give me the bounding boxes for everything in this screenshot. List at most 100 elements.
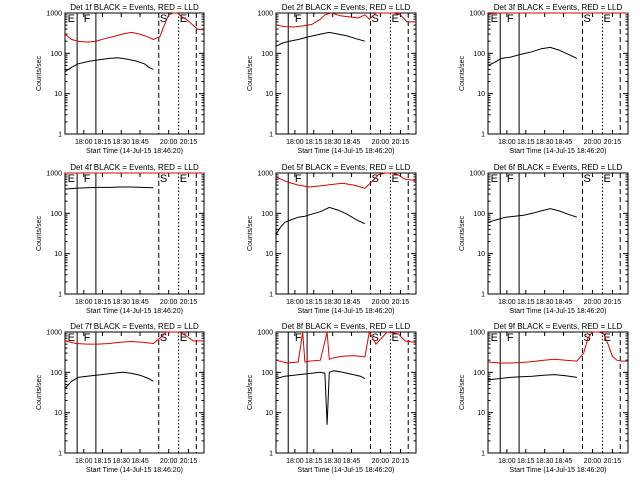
y-tick-label: 100 bbox=[50, 211, 62, 218]
events-series-line bbox=[64, 57, 154, 73]
plot-frame bbox=[487, 12, 629, 135]
y-tick-label: 10 bbox=[265, 251, 273, 258]
event-marker-label: E bbox=[68, 173, 75, 185]
x-tick-label: 18:30 bbox=[112, 458, 130, 465]
x-tick-label: 18:15 bbox=[517, 299, 535, 306]
x-tick-label: 20:15 bbox=[180, 299, 198, 306]
x-tick-label: 18:00 bbox=[286, 139, 304, 146]
lld-series-line bbox=[487, 331, 628, 364]
y-axis-label: Counts/sec bbox=[36, 374, 43, 410]
x-tick-label: 18:15 bbox=[305, 139, 323, 146]
x-tick-label: 18:45 bbox=[343, 139, 361, 146]
detector-panel: Det 7f BLACK = Events, RED = LLD 1 10 100 10… bbox=[36, 322, 205, 474]
y-tick-label: 1 bbox=[481, 132, 485, 139]
x-tick-label: 20:00 bbox=[584, 458, 602, 465]
x-tick-label: 18:45 bbox=[555, 139, 573, 146]
plot-frame bbox=[487, 331, 629, 454]
y-axis-label: Counts/sec bbox=[459, 55, 466, 91]
x-axis-label: Start Time (14-Jul-15 18:46:20) bbox=[298, 308, 395, 315]
event-marker-label: F bbox=[507, 332, 514, 344]
y-tick-label: 1000 bbox=[469, 11, 485, 18]
lld-series-line bbox=[275, 172, 417, 189]
y-axis-label: Counts/sec bbox=[459, 374, 466, 410]
x-tick-label: 18:15 bbox=[517, 458, 535, 465]
y-tick-label: 1 bbox=[58, 292, 62, 299]
x-tick-label: 20:15 bbox=[392, 458, 410, 465]
x-axis-label: Start Time (14-Jul-15 18:46:20) bbox=[510, 467, 607, 474]
detector-panel: Det 3f BLACK = Events, RED = LLD 1 10 100 10… bbox=[459, 3, 629, 155]
y-tick-label: 10 bbox=[477, 91, 485, 98]
x-axis-label: Start Time (14-Jul-15 18:46:20) bbox=[510, 308, 607, 315]
detector-panel: Det 5f BLACK = Events, RED = LLD 1 10 100 10… bbox=[247, 163, 417, 315]
x-tick-label: 20:15 bbox=[392, 299, 410, 306]
x-tick-label: 20:00 bbox=[372, 139, 390, 146]
y-axis-label: Counts/sec bbox=[247, 374, 254, 410]
x-tick-label: 18:30 bbox=[536, 458, 554, 465]
event-marker-label: S bbox=[160, 13, 167, 25]
event-marker-label: E bbox=[180, 13, 187, 25]
x-tick-label: 18:45 bbox=[131, 299, 149, 306]
y-tick-label: 1 bbox=[269, 292, 273, 299]
x-tick-label: 18:30 bbox=[112, 299, 130, 306]
x-tick-label: 18:45 bbox=[555, 299, 573, 306]
y-tick-label: 10 bbox=[477, 410, 485, 417]
plot-frame bbox=[64, 172, 205, 295]
event-marker-label: E bbox=[68, 332, 75, 344]
event-marker-label: E bbox=[392, 173, 399, 185]
events-series-line bbox=[275, 206, 366, 235]
event-marker-label: E bbox=[180, 173, 187, 185]
event-marker-label: F bbox=[84, 13, 91, 25]
y-tick-label: 1 bbox=[269, 132, 273, 139]
x-tick-label: 20:00 bbox=[584, 299, 602, 306]
y-tick-label: 100 bbox=[261, 51, 273, 58]
plot-frame bbox=[64, 12, 205, 135]
y-tick-label: 1000 bbox=[46, 171, 62, 178]
event-marker-label: S bbox=[584, 332, 591, 344]
plot-frame bbox=[487, 172, 629, 295]
event-marker-label: S bbox=[160, 173, 167, 185]
detector-panel: Det 4f BLACK = Events, RED = LLD 1 10 100 10… bbox=[36, 163, 205, 315]
event-marker-label: S bbox=[372, 13, 379, 25]
x-tick-label: 18:00 bbox=[498, 299, 516, 306]
y-tick-label: 100 bbox=[50, 51, 62, 58]
event-marker-label: E bbox=[491, 332, 498, 344]
x-tick-label: 18:00 bbox=[75, 139, 93, 146]
x-tick-label: 18:15 bbox=[94, 299, 112, 306]
event-marker-label: F bbox=[295, 332, 302, 344]
event-marker-label: S bbox=[372, 332, 379, 344]
y-tick-label: 100 bbox=[473, 211, 485, 218]
detector-panel: Det 6f BLACK = Events, RED = LLD 1 10 100 10… bbox=[459, 163, 629, 315]
lld-series-line bbox=[487, 12, 628, 15]
event-marker-label: S bbox=[584, 173, 591, 185]
y-tick-label: 100 bbox=[473, 51, 485, 58]
x-axis-label: Start Time (14-Jul-15 18:46:20) bbox=[86, 308, 183, 315]
x-tick-label: 18:30 bbox=[324, 458, 342, 465]
x-tick-label: 18:45 bbox=[555, 458, 573, 465]
y-tick-label: 1000 bbox=[257, 171, 273, 178]
x-tick-label: 20:00 bbox=[584, 139, 602, 146]
x-axis-label: Start Time (14-Jul-15 18:46:20) bbox=[298, 467, 395, 474]
event-marker-label: E bbox=[180, 332, 187, 344]
event-marker-label: E bbox=[491, 13, 498, 25]
x-tick-label: 20:15 bbox=[180, 458, 198, 465]
panel-title: Det 3f BLACK = Events, RED = LLD bbox=[494, 3, 623, 12]
lld-series-line bbox=[275, 12, 416, 28]
y-tick-label: 100 bbox=[50, 370, 62, 377]
y-tick-label: 10 bbox=[477, 251, 485, 258]
lld-series-line bbox=[64, 12, 205, 43]
event-marker-label: F bbox=[84, 173, 91, 185]
x-tick-label: 20:15 bbox=[604, 299, 622, 306]
events-series-line bbox=[275, 31, 366, 47]
x-tick-label: 20:00 bbox=[372, 458, 390, 465]
y-tick-label: 1000 bbox=[257, 11, 273, 18]
event-marker-label: E bbox=[68, 13, 75, 25]
y-tick-label: 1000 bbox=[46, 330, 62, 337]
x-tick-label: 18:45 bbox=[131, 458, 149, 465]
y-tick-label: 100 bbox=[473, 370, 485, 377]
x-axis-label: Start Time (14-Jul-15 18:46:20) bbox=[86, 467, 183, 474]
panel-title: Det 5f BLACK = Events, RED = LLD bbox=[282, 163, 411, 172]
detector-panel: Det 2f BLACK = Events, RED = LLD 1 10 100 10… bbox=[247, 3, 417, 155]
plot-frame bbox=[275, 331, 417, 454]
x-tick-label: 18:45 bbox=[131, 139, 149, 146]
